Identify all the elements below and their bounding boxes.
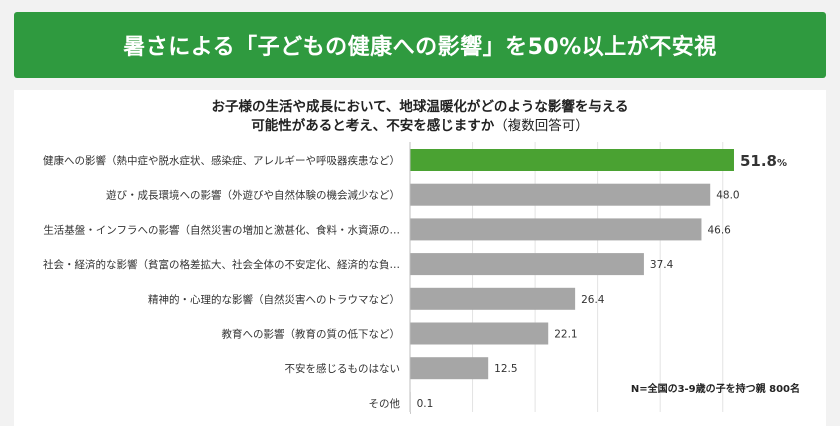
- value-label: 0.1: [417, 398, 434, 410]
- sample-note: N=全国の3-9歳の子を持つ親 800名: [630, 384, 800, 395]
- headline-banner: 暑さによる「子どもの健康への影響」を50%以上が不安視: [14, 12, 826, 78]
- value-label: 12.5: [494, 363, 517, 375]
- bar: [410, 183, 711, 206]
- value-label: 37.4: [650, 259, 674, 271]
- value-unit: %: [777, 158, 787, 169]
- headline-title: 暑さによる「子どもの健康への影響」を50%以上が不安視: [123, 35, 717, 60]
- chart-panel: お子様の生活や成長において、地球温暖化がどのような影響を与える 可能性があると考…: [14, 90, 826, 426]
- category-label: 健康への影響（熱中症や脱水症状、感染症、アレルギーや呼吸器疾患など）: [43, 154, 400, 167]
- value-label: 51.8%: [740, 152, 787, 170]
- category-label: 不安を感じるものはない: [285, 362, 401, 375]
- value-label: 26.4: [581, 294, 605, 306]
- bar: [410, 218, 702, 241]
- bar: [410, 357, 489, 380]
- bar: [410, 287, 576, 310]
- value-label: 46.6: [707, 224, 731, 236]
- category-label: 社会・経済的な影響（貧富の格差拡大、社会全体の不安定化、経済的な負…: [43, 258, 400, 271]
- chart-title-line2: 可能性があると考え、不安を感じますか: [251, 118, 495, 134]
- value-label: 22.1: [554, 329, 577, 341]
- category-label: 生活基盤・インフラへの影響（自然災害の増加と激甚化、食料・水資源の…: [43, 223, 400, 236]
- chart-title-suffix: （複数回答可）: [494, 118, 589, 134]
- chart-title: お子様の生活や成長において、地球温暖化がどのような影響を与える 可能性があると考…: [14, 98, 826, 136]
- bar-chart: 健康への影響（熱中症や脱水症状、感染症、アレルギーや呼吸器疾患など） 51.8% 遊…: [43, 142, 787, 414]
- bar: [410, 322, 549, 345]
- category-label: その他: [369, 397, 401, 410]
- bar: [410, 149, 734, 171]
- category-label: 教育への影響（教育の質の低下など）: [222, 328, 401, 341]
- category-label: 精神的・心理的な影響（自然災害へのトラウマなど）: [148, 293, 400, 306]
- value-label: 48.0: [716, 190, 739, 202]
- category-label: 遊び・成長環境への影響（外遊びや自然体験の機会減少など）: [106, 189, 400, 202]
- bar: [410, 253, 644, 276]
- chart-title-line1: お子様の生活や成長において、地球温暖化がどのような影響を与える: [211, 99, 629, 115]
